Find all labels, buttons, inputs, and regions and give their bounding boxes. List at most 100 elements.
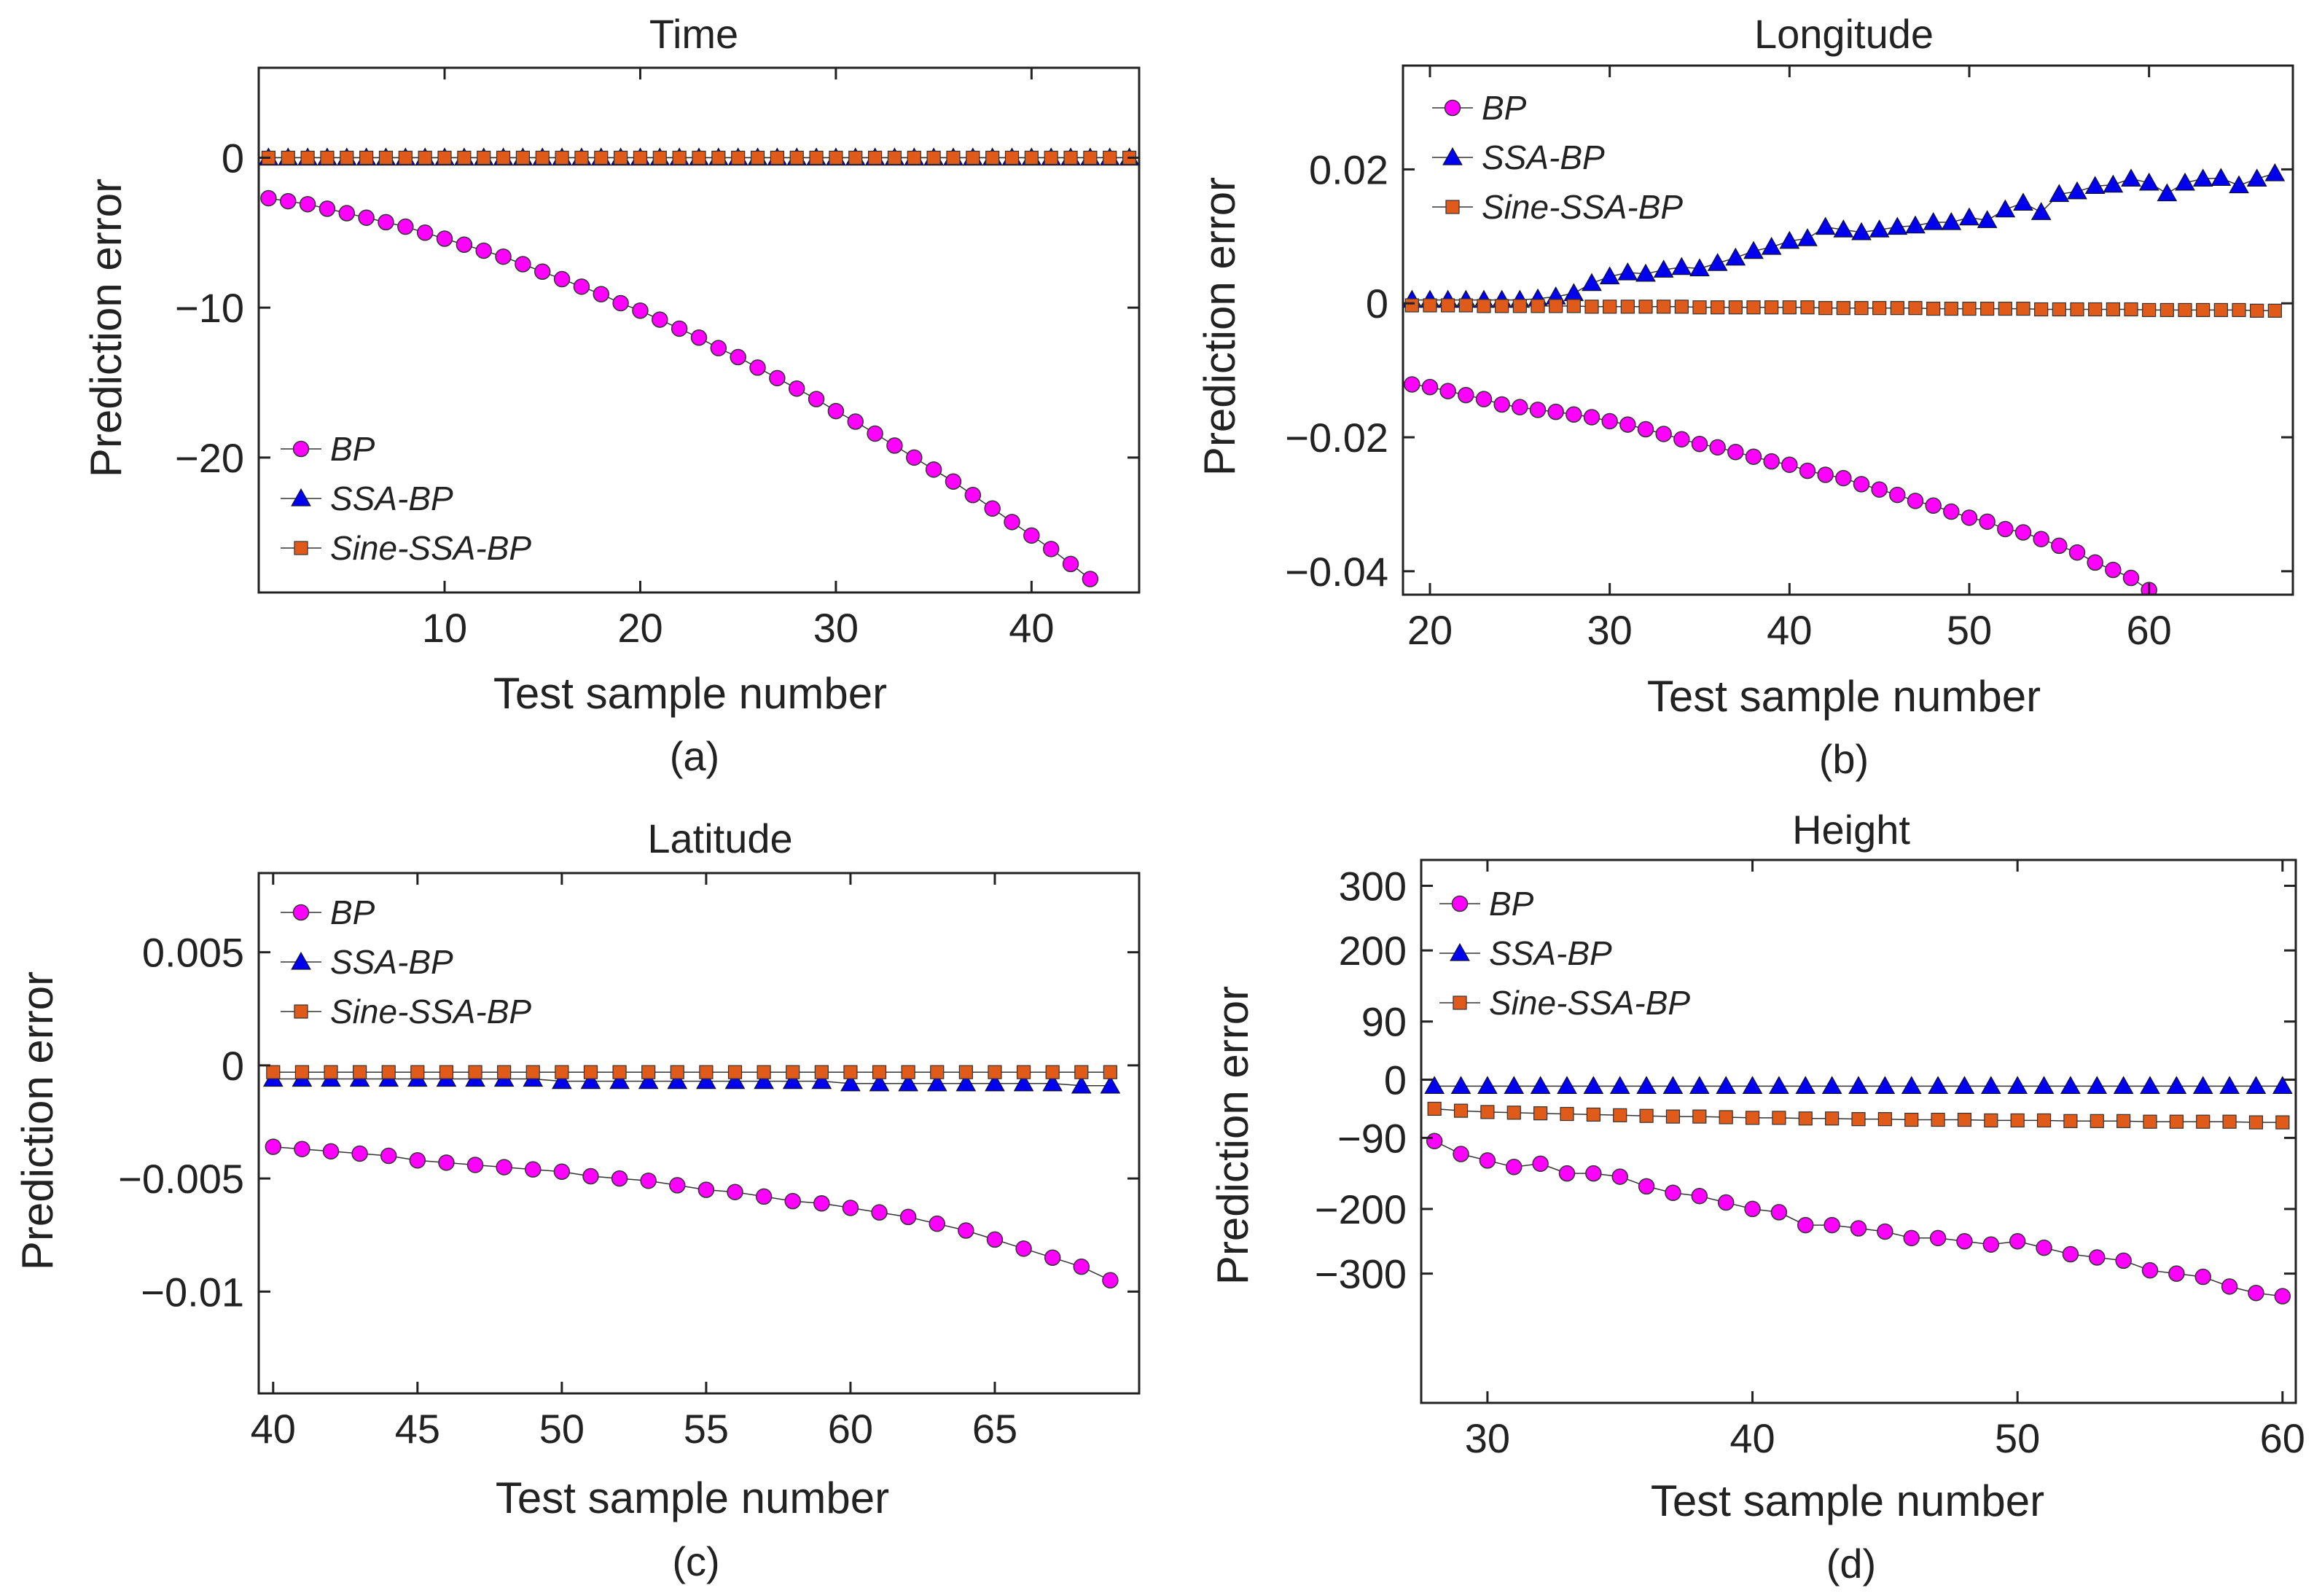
data-point (324, 1065, 338, 1079)
data-point (2194, 1268, 2211, 1286)
data-point (294, 1141, 310, 1157)
sine-ssa-bp-series (261, 150, 1137, 165)
y-tick-label: −10 (175, 285, 244, 331)
data-point (986, 1231, 1004, 1248)
data-point (1619, 416, 1636, 433)
panel-a: Time 10 20 30 400−10−20 Test sample number … (82, 11, 1141, 779)
data-point (769, 369, 786, 387)
y-tick-label: 0 (1366, 281, 1388, 326)
bp-series (1426, 1133, 2291, 1304)
data-point (1851, 1112, 1866, 1127)
data-point (1453, 1146, 1469, 1162)
y-tick-label: −0.01 (141, 1269, 244, 1315)
data-point (1763, 453, 1780, 470)
data-point (1504, 1076, 1525, 1095)
y-axis-label: Prediction error (1195, 177, 1244, 476)
data-point (1100, 1075, 1121, 1094)
data-point (1586, 1107, 1600, 1122)
legend-label: Sine-SSA-BP (1489, 984, 1690, 1022)
data-point (1925, 497, 1942, 515)
data-point (867, 150, 883, 165)
data-point (1638, 300, 1653, 314)
axes-box (1402, 64, 2294, 596)
ssa-bp-series (1424, 1076, 2293, 1095)
data-point (266, 1065, 281, 1079)
x-tick-label: 60 (828, 1406, 873, 1452)
data-point (2196, 302, 2211, 318)
data-point (955, 1073, 977, 1092)
data-point (1074, 1065, 1089, 1079)
data-point (2033, 1076, 2055, 1095)
x-tick-label: 65 (972, 1406, 1017, 1452)
data-point (1956, 1233, 1973, 1250)
data-point (2009, 1233, 2026, 1250)
data-point (2121, 168, 2141, 187)
data-point (1903, 1229, 1920, 1247)
data-point (1557, 1076, 1577, 1095)
data-point (1450, 1076, 1471, 1095)
data-point (378, 214, 394, 231)
legend-label: Sine-SSA-BP (1482, 188, 1683, 226)
data-point (1717, 1194, 1735, 1211)
sine-ssa-bp-series (266, 1065, 1117, 1079)
data-point (1944, 301, 1958, 316)
data-point (294, 1065, 310, 1079)
data-point (497, 1065, 512, 1079)
data-point (988, 1065, 1002, 1079)
data-point (322, 1143, 340, 1160)
data-point (1833, 219, 1854, 238)
data-point (2272, 1076, 2293, 1095)
data-point (692, 150, 706, 165)
data-point (1887, 216, 1908, 235)
data-point (1611, 1168, 1628, 1185)
data-point (2178, 302, 2192, 318)
data-point (925, 461, 942, 478)
data-point (1424, 1076, 1445, 1095)
data-point (1044, 1249, 1061, 1266)
subplot-label: (a) (670, 733, 719, 779)
data-point (1954, 1076, 1975, 1095)
data-point (1404, 298, 1419, 313)
data-point (358, 209, 375, 226)
data-point (265, 1138, 282, 1155)
data-point (670, 1065, 684, 1079)
data-point (2267, 303, 2282, 318)
legend-label: BP (1482, 89, 1527, 127)
legend-marker (292, 904, 310, 921)
x-tick-label: 55 (684, 1406, 729, 1452)
data-point (2106, 302, 2120, 317)
data-point (1871, 481, 1888, 498)
data-point (907, 150, 921, 165)
data-point (1835, 469, 1852, 487)
legend-marker (291, 951, 311, 970)
data-point (2166, 1076, 2187, 1095)
data-point (1671, 257, 1692, 275)
data-point (594, 150, 609, 165)
data-point (1585, 1165, 1602, 1182)
legend-label: SSA-BP (1489, 934, 1612, 972)
data-point (1800, 300, 1815, 315)
data-point (1959, 207, 1979, 226)
data-point (583, 1065, 598, 1079)
y-tick-label: 0 (1384, 1057, 1407, 1103)
data-point (1506, 1159, 1523, 1176)
legend-label: SSA-BP (1482, 138, 1605, 176)
y-tick-label: 0 (222, 135, 244, 181)
data-point (1637, 420, 1654, 438)
data-point (1582, 273, 1602, 292)
data-point (1599, 266, 1620, 285)
x-tick-label: 50 (539, 1406, 585, 1452)
legend-marker (1453, 995, 1467, 1010)
data-point (1023, 527, 1040, 544)
data-point (840, 1073, 861, 1092)
data-point (1475, 391, 1493, 407)
data-point (2087, 554, 2103, 571)
data-point (1638, 1178, 1655, 1195)
data-point (436, 230, 453, 247)
data-point (632, 302, 649, 319)
data-point (2248, 1115, 2264, 1130)
data-point (2175, 172, 2195, 191)
data-point (1980, 1076, 2001, 1095)
data-point (320, 150, 335, 165)
data-point (1013, 1073, 1034, 1092)
